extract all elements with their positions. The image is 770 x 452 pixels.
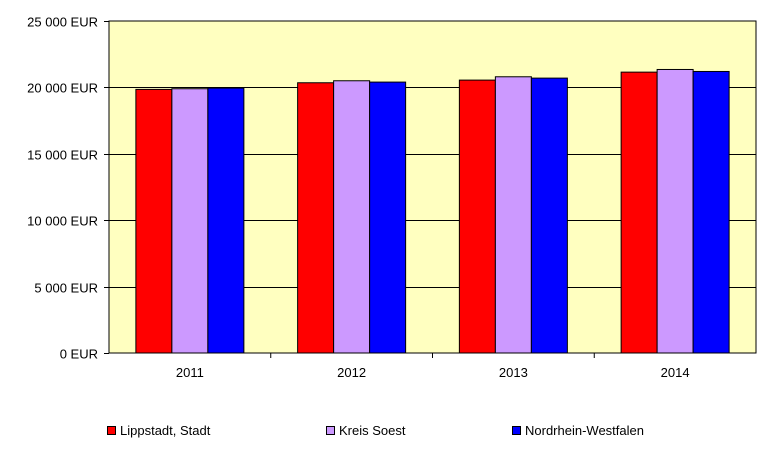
- legend-label: Nordrhein-Westfalen: [525, 423, 644, 438]
- bar: [135, 88, 173, 354]
- x-tick-label: 2011: [176, 365, 204, 380]
- bar: [458, 79, 496, 354]
- y-tick-label: 5 000 EUR: [34, 281, 98, 296]
- bar: [656, 68, 694, 354]
- bar: [620, 71, 658, 354]
- bar: [333, 80, 371, 354]
- legend-swatch: [326, 426, 335, 435]
- bar-chart: 0 EUR 5 000 EUR 10 000 EUR 15 000 EUR 20 000…: [27, 15, 757, 380]
- bars: [135, 68, 730, 354]
- bar: [369, 81, 407, 354]
- legend: Lippstadt, Stadt Kreis Soest Nordrhein-Wes…: [0, 423, 770, 443]
- bar: [530, 77, 568, 354]
- bar: [207, 87, 245, 354]
- y-tick-label: 10 000 EUR: [27, 214, 98, 229]
- bar: [297, 82, 335, 354]
- legend-item: Lippstadt, Stadt: [107, 423, 210, 438]
- legend-swatch: [512, 426, 521, 435]
- y-tick-label: 20 000 EUR: [27, 81, 98, 96]
- legend-item: Kreis Soest: [326, 423, 405, 438]
- bar: [494, 76, 532, 354]
- legend-label: Kreis Soest: [339, 423, 406, 438]
- bar: [692, 70, 730, 354]
- y-tick-label: 15 000 EUR: [27, 148, 98, 163]
- x-axis: 2011 2012 2013 2014: [176, 353, 690, 380]
- y-tick-label: 25 000 EUR: [27, 15, 98, 30]
- bar: [171, 88, 209, 354]
- legend-item: Nordrhein-Westfalen: [512, 423, 644, 438]
- x-tick-label: 2014: [661, 365, 690, 380]
- y-axis: 0 EUR 5 000 EUR 10 000 EUR 15 000 EUR 20 000…: [27, 15, 109, 362]
- y-tick-label: 0 EUR: [60, 347, 98, 362]
- x-tick-label: 2013: [499, 365, 528, 380]
- legend-label: Lippstadt, Stadt: [120, 423, 211, 438]
- x-tick-label: 2012: [337, 365, 366, 380]
- legend-swatch: [107, 426, 116, 435]
